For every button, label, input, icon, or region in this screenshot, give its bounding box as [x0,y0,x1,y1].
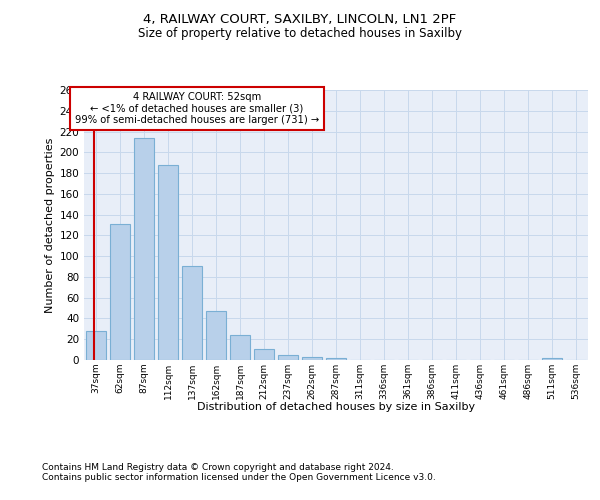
Text: 4 RAILWAY COURT: 52sqm
← <1% of detached houses are smaller (3)
99% of semi-deta: 4 RAILWAY COURT: 52sqm ← <1% of detached… [74,92,319,126]
Bar [110,224,130,360]
Bar [230,335,250,360]
Bar [206,311,226,360]
Text: Contains HM Land Registry data © Crown copyright and database right 2024.: Contains HM Land Registry data © Crown c… [42,462,394,471]
Text: Distribution of detached houses by size in Saxilby: Distribution of detached houses by size … [197,402,475,412]
Bar [302,357,322,360]
Bar [182,266,202,360]
Text: 4, RAILWAY COURT, SAXILBY, LINCOLN, LN1 2PF: 4, RAILWAY COURT, SAXILBY, LINCOLN, LN1 … [143,12,457,26]
Bar [542,358,562,360]
Bar [326,358,346,360]
Text: Contains public sector information licensed under the Open Government Licence v3: Contains public sector information licen… [42,472,436,482]
Bar [86,331,106,360]
Y-axis label: Number of detached properties: Number of detached properties [45,138,55,312]
Bar [134,138,154,360]
Bar [254,348,274,360]
Bar [278,355,298,360]
Text: Size of property relative to detached houses in Saxilby: Size of property relative to detached ho… [138,28,462,40]
Bar [158,165,178,360]
